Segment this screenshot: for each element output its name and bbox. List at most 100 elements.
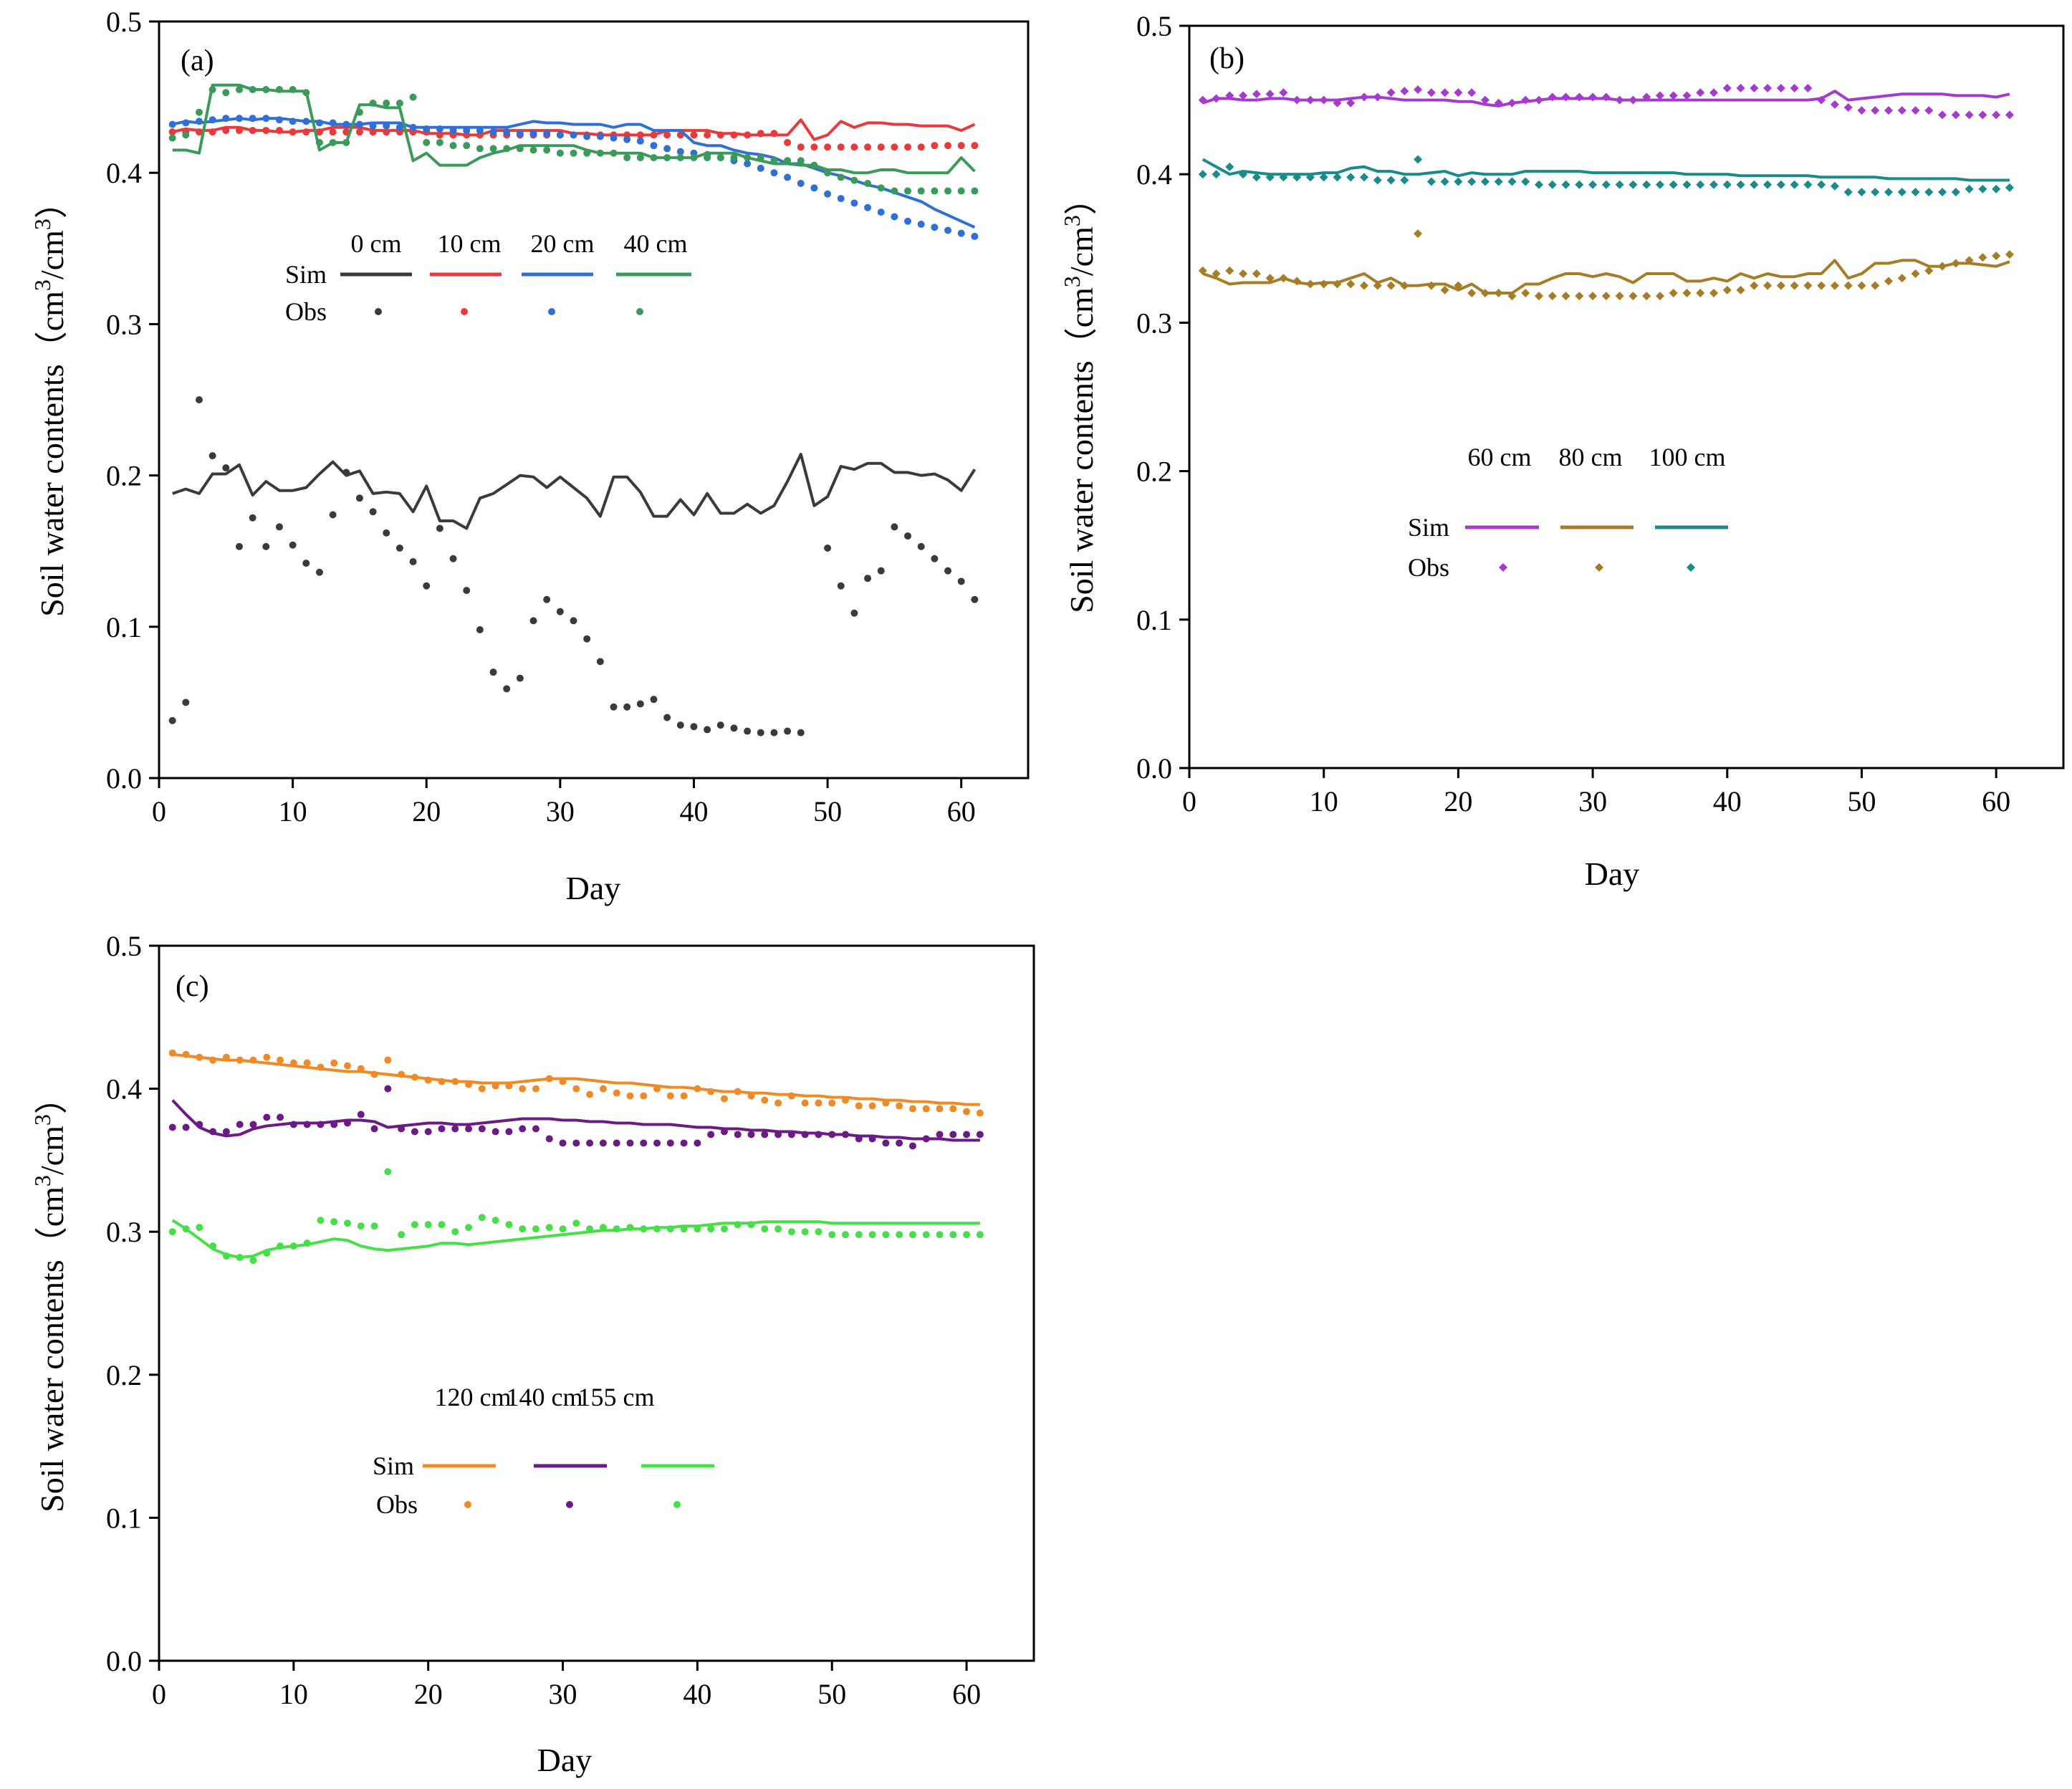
- obs-point: [1305, 173, 1315, 182]
- x-tick-label: 40: [1713, 785, 1742, 817]
- obs-point: [586, 1090, 594, 1098]
- obs-point: [676, 148, 684, 155]
- obs-point: [704, 154, 711, 162]
- obs-point: [556, 608, 564, 615]
- obs-point: [1575, 180, 1584, 189]
- legend-series-name: 10 cm: [438, 229, 502, 258]
- obs-point: [1709, 180, 1718, 189]
- obs-point: [842, 1131, 850, 1138]
- obs-point: [1212, 170, 1221, 179]
- obs-point: [1709, 88, 1718, 97]
- obs-point: [1319, 173, 1328, 182]
- obs-point: [424, 1128, 432, 1136]
- obs-point: [626, 1092, 634, 1100]
- obs-point: [1857, 106, 1866, 115]
- obs-point: [896, 1231, 903, 1239]
- obs-point: [529, 146, 537, 154]
- obs-point: [208, 452, 216, 460]
- label-part: /cm: [34, 230, 70, 279]
- obs-point: [1857, 281, 1866, 290]
- obs-point: [1803, 180, 1813, 189]
- obs-point: [289, 117, 297, 125]
- obs-point: [583, 133, 591, 140]
- obs-point: [516, 145, 524, 153]
- obs-point: [1601, 180, 1611, 189]
- obs-point: [936, 1131, 944, 1138]
- obs-point: [395, 100, 403, 107]
- obs-point: [1696, 88, 1705, 97]
- obs-point: [411, 1073, 418, 1081]
- obs-point: [877, 143, 885, 151]
- obs-point: [357, 1065, 365, 1073]
- obs-point: [436, 131, 443, 139]
- obs-point: [1790, 180, 1799, 189]
- obs-point: [209, 1242, 217, 1250]
- x-tick-label: 50: [1847, 785, 1876, 817]
- obs-point: [707, 1225, 715, 1233]
- label-part: ）: [34, 186, 70, 219]
- legend-sim-label: Sim: [285, 260, 327, 289]
- obs-point: [864, 143, 872, 151]
- obs-point: [1897, 274, 1906, 283]
- obs-point: [451, 1125, 459, 1133]
- x-tick-label: 10: [279, 795, 307, 828]
- obs-point: [676, 154, 684, 162]
- obs-point: [330, 1121, 338, 1128]
- obs-point: [182, 131, 190, 139]
- y-tick-label: 0.4: [106, 157, 142, 189]
- obs-point: [411, 1221, 418, 1229]
- legend-obs-marker: [1499, 563, 1507, 572]
- obs-point: [1843, 188, 1853, 197]
- obs-point: [690, 154, 698, 162]
- obs-point: [650, 154, 658, 162]
- obs-point: [329, 511, 337, 519]
- obs-point: [891, 523, 898, 531]
- obs-point: [640, 1092, 648, 1100]
- obs-point: [249, 127, 256, 135]
- obs-point: [1521, 288, 1530, 297]
- obs-point: [503, 145, 511, 153]
- obs-point: [182, 1050, 190, 1058]
- obs-point: [1669, 91, 1678, 100]
- legend-obs-label: Obs: [376, 1490, 418, 1519]
- y-axis-label: Soil water contents（cm3/cm3）: [29, 186, 70, 617]
- obs-point: [208, 86, 216, 94]
- obs-point: [801, 1131, 809, 1138]
- obs-point: [837, 143, 845, 151]
- obs-point: [730, 131, 738, 139]
- obs-point: [761, 1131, 769, 1138]
- obs-point: [784, 727, 792, 735]
- obs-point: [1279, 274, 1288, 283]
- obs-point: [957, 229, 965, 237]
- obs-point: [610, 703, 618, 711]
- x-axis-label: Day: [1585, 855, 1640, 892]
- y-tick-label: 0.5: [1136, 10, 1172, 42]
- obs-point: [680, 1139, 688, 1147]
- obs-point: [275, 86, 283, 94]
- legend-obs-label: Obs: [285, 297, 327, 326]
- y-tick-label: 0.3: [106, 308, 142, 340]
- obs-point: [896, 1139, 903, 1147]
- obs-point: [196, 1224, 203, 1232]
- obs-point: [343, 1219, 351, 1227]
- obs-point: [747, 1221, 755, 1229]
- obs-point: [168, 1228, 176, 1236]
- obs-point: [815, 1099, 822, 1107]
- obs-point: [478, 1085, 486, 1093]
- obs-point: [1480, 177, 1490, 186]
- obs-point: [828, 1131, 836, 1138]
- obs-point: [650, 142, 658, 150]
- obs-point: [1722, 180, 1732, 189]
- obs-point: [680, 1225, 688, 1233]
- obs-point: [787, 1228, 795, 1236]
- obs-point: [289, 1242, 297, 1250]
- obs-point: [944, 226, 952, 234]
- obs-point: [1642, 180, 1651, 189]
- obs-point: [1830, 181, 1839, 191]
- obs-point: [329, 119, 337, 127]
- obs-point: [694, 1225, 701, 1233]
- obs-point: [489, 145, 497, 153]
- obs-point: [302, 117, 310, 125]
- x-tick-label: 60: [947, 795, 976, 828]
- x-tick-label: 40: [679, 795, 708, 828]
